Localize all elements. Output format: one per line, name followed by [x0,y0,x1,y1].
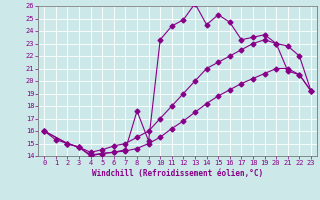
X-axis label: Windchill (Refroidissement éolien,°C): Windchill (Refroidissement éolien,°C) [92,169,263,178]
